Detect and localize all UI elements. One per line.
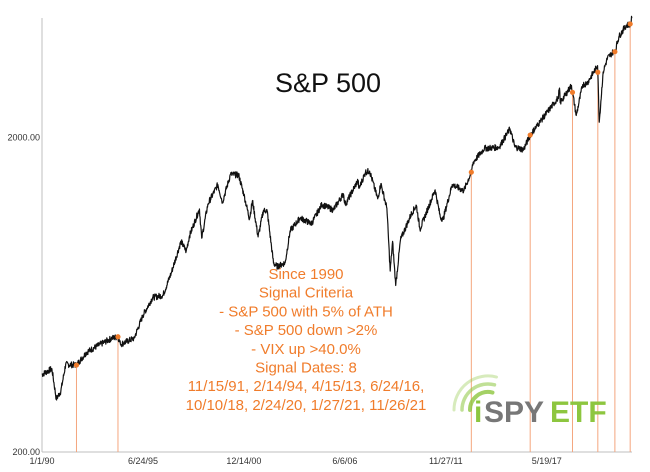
logo-text-i: i: [474, 396, 482, 429]
annotation-line: Signal Criteria: [259, 285, 354, 302]
annotation-line: 11/15/91, 2/14/94, 4/15/13, 6/24/16,: [188, 378, 425, 395]
annotation-line: - S&P 500 down >2%: [235, 322, 378, 339]
annotation-line: - VIX up >40.0%: [251, 341, 361, 358]
signal-annotation: Since 1990 Signal Criteria- S&P 500 with …: [186, 266, 427, 414]
signal-marker: [527, 132, 533, 138]
logo-arc: [467, 390, 495, 412]
ispyetf-logo: i SPY ETF: [452, 374, 607, 429]
annotation-line: Since 1990: [268, 266, 343, 283]
signal-marker: [468, 169, 474, 175]
signal-marker: [595, 69, 601, 75]
signal-marker: [612, 49, 618, 55]
annotation-line: 10/10/18, 2/24/20, 1/27/21, 11/26/21: [186, 397, 427, 414]
x-tick-label: 12/14/00: [226, 456, 261, 466]
annotation-line: - S&P 500 with 5% of ATH: [219, 303, 393, 320]
x-tick-label: 1/1/90: [29, 456, 54, 466]
annotation-line: Signal Dates: 8: [255, 360, 357, 377]
logo-arc: [452, 374, 498, 412]
y-tick-label: 200.00: [12, 447, 40, 457]
chart-title: S&P 500: [275, 68, 381, 98]
x-tick-label: 6/6/06: [332, 456, 357, 466]
logo-text-spy: SPY: [484, 396, 544, 429]
logo-arc: [460, 382, 497, 412]
signal-marker: [569, 89, 576, 95]
logo-text-etf: ETF: [550, 396, 607, 429]
signal-marker: [627, 21, 633, 27]
sp500-price-line: [41, 15, 633, 401]
signal-marker: [73, 362, 80, 368]
x-tick-label: 5/19/17: [532, 456, 562, 466]
y-tick-label: 2000.00: [7, 133, 40, 143]
x-tick-label: 6/24/95: [128, 456, 158, 466]
x-tick-label: 11/27/11: [429, 456, 463, 466]
signal-marker: [115, 334, 121, 340]
